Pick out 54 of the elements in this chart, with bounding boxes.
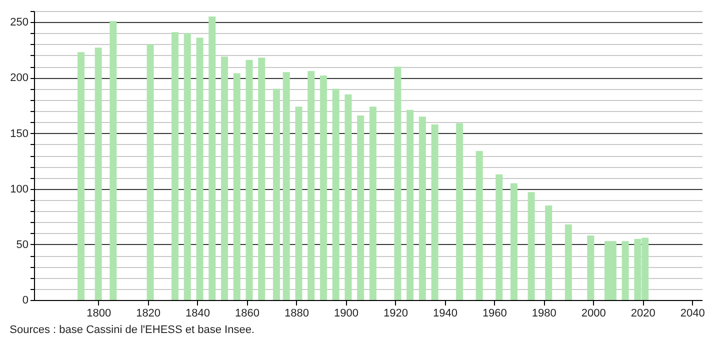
- x-tick-label: 2020: [630, 308, 656, 320]
- bar: [564, 224, 572, 300]
- bar: [295, 106, 302, 300]
- x-tick-label: 1800: [86, 308, 112, 320]
- x-tick-label: 2040: [680, 308, 705, 320]
- bar: [545, 206, 552, 300]
- x-tick-label: 1840: [186, 308, 210, 320]
- y-tick-label: 250: [10, 16, 28, 29]
- x-tick-label: 2000: [581, 308, 606, 320]
- bar: [282, 72, 290, 300]
- bar: [357, 115, 364, 300]
- bar: [233, 73, 240, 300]
- bar: [246, 60, 253, 300]
- bar: [344, 94, 352, 300]
- bar: [476, 151, 483, 300]
- bar: [146, 44, 154, 300]
- bar: [456, 123, 464, 300]
- bar: [320, 75, 327, 300]
- bar: [308, 71, 315, 300]
- x-tick-label: 1860: [235, 308, 260, 320]
- bar: [510, 183, 518, 300]
- bar: [184, 33, 191, 300]
- bar: [622, 241, 629, 300]
- x-tick-label: 1920: [383, 308, 408, 320]
- bar: [394, 66, 402, 300]
- bar: [172, 32, 179, 300]
- x-tick-label: 1940: [432, 308, 458, 320]
- bar: [587, 236, 594, 300]
- bar: [332, 88, 340, 300]
- bar: [196, 38, 204, 300]
- x-tick-label: 1880: [284, 308, 309, 320]
- bar: [369, 106, 376, 300]
- bar: [221, 56, 228, 300]
- bar: [272, 88, 280, 300]
- x-tick-label: 1980: [532, 308, 556, 320]
- bar: [431, 124, 438, 300]
- bar: [528, 192, 535, 300]
- y-tick-label: 150: [10, 128, 28, 140]
- bar: [78, 52, 85, 300]
- y-tick-label: 100: [10, 183, 28, 196]
- y-tick-label: 50: [16, 238, 28, 251]
- bar: [258, 58, 266, 300]
- y-tick-label: 0: [22, 294, 28, 306]
- bar: [418, 116, 426, 300]
- bar: [496, 174, 503, 300]
- source-note: Sources : base Cassini de l'EHESS et base Insee.: [10, 324, 254, 336]
- bar: [110, 21, 117, 300]
- x-tick-label: 1900: [334, 308, 358, 320]
- x-tick-label: 1820: [136, 308, 161, 320]
- bar: [406, 110, 414, 300]
- y-tick-label: 200: [10, 72, 28, 84]
- x-tick-label: 1960: [482, 308, 507, 320]
- bar: [208, 16, 216, 300]
- bar: [94, 48, 102, 300]
